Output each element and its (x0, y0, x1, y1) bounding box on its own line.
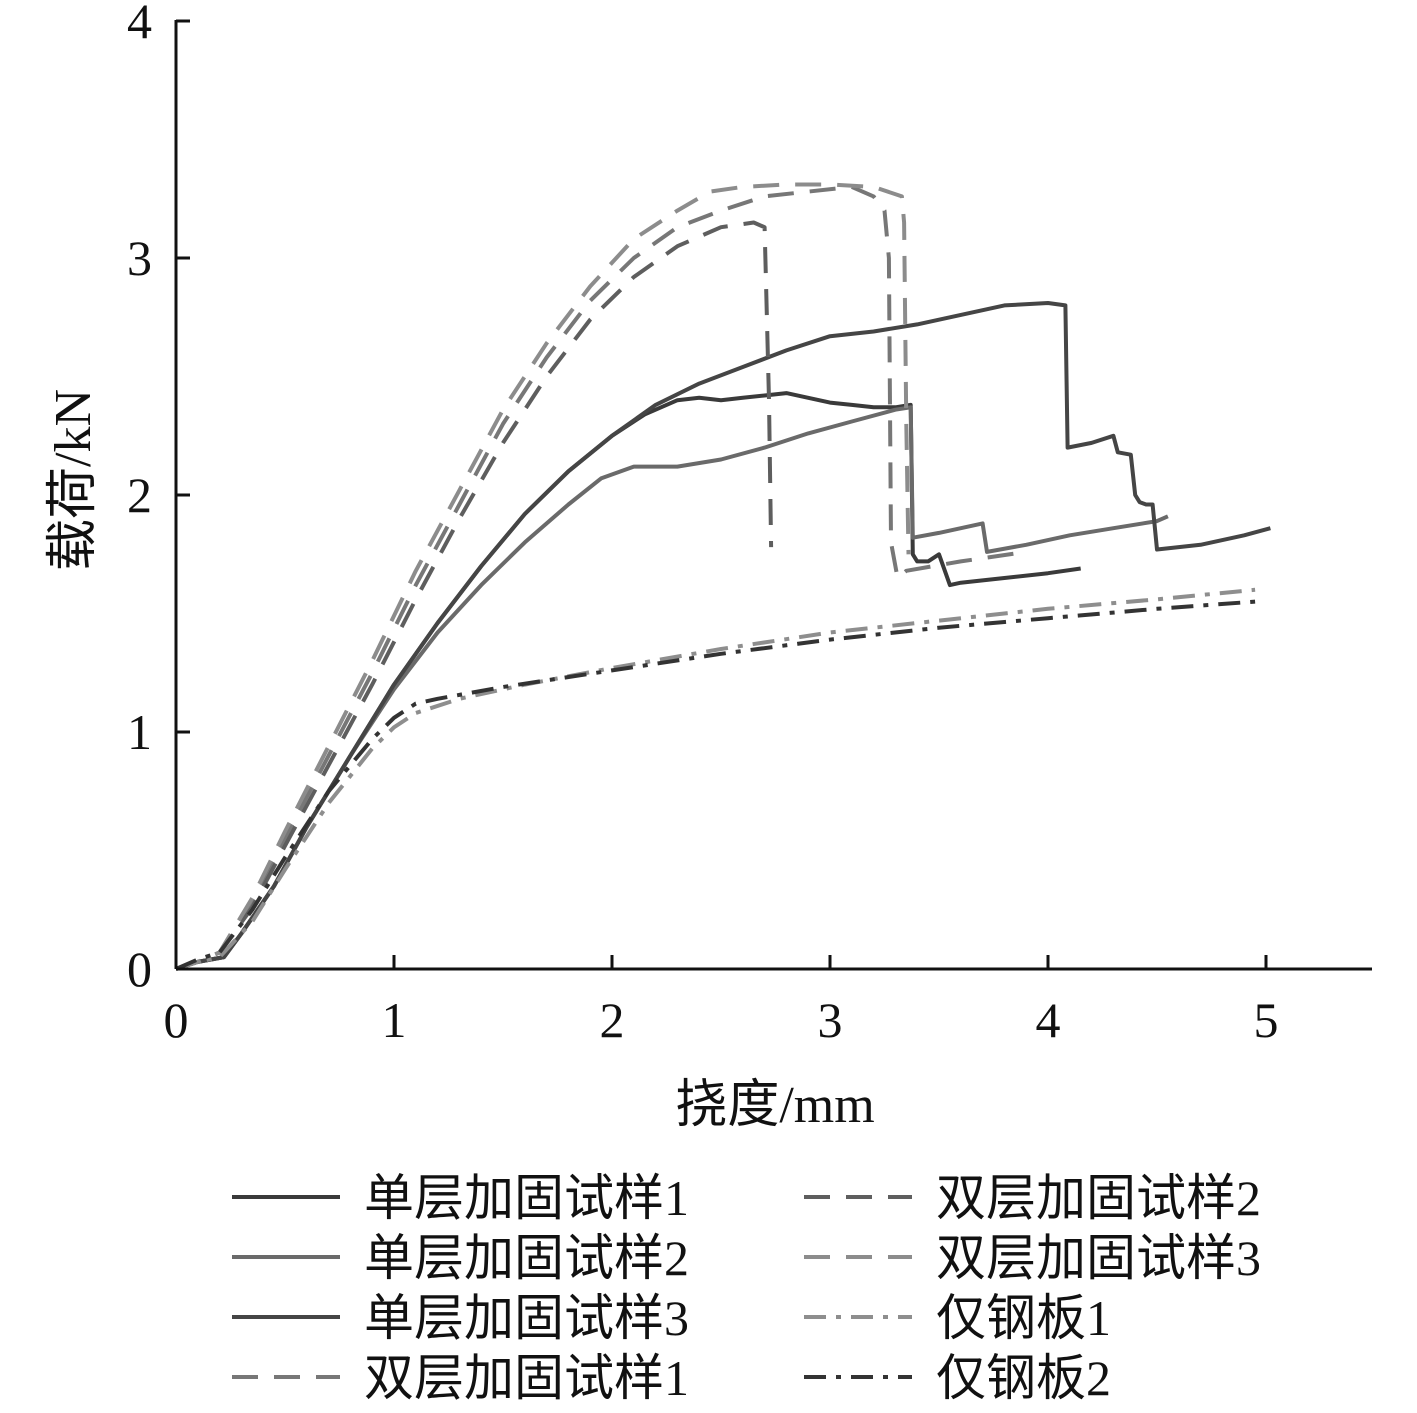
y-tick-label: 3 (127, 230, 152, 286)
legend-label-3: 单层加固试样3 (364, 1290, 689, 1346)
series-line-2 (175, 405, 1169, 971)
legend-label-4: 双层加固试样1 (364, 1350, 689, 1406)
x-tick-label: 1 (382, 992, 407, 1048)
y-tick-label: 4 (127, 0, 152, 49)
x-tick-label: 0 (164, 992, 189, 1048)
series-line-3 (175, 301, 1271, 971)
legend-label-2: 单层加固试样2 (364, 1230, 689, 1286)
series-line-8 (175, 599, 1256, 971)
y-tick-label: 1 (127, 704, 152, 760)
y-axis-label: 载荷/kN (45, 389, 102, 571)
legend-label-7: 仅钢板1 (936, 1290, 1111, 1346)
legend-label-5: 双层加固试样2 (936, 1170, 1261, 1226)
y-ticks: 0 1 2 3 4 (127, 0, 190, 997)
series-line-6 (175, 182, 911, 971)
x-tick-label: 4 (1036, 992, 1061, 1048)
x-ticks: 0 1 2 3 4 5 (164, 955, 1279, 1048)
plot-area (175, 182, 1271, 971)
y-tick-label: 2 (127, 467, 152, 523)
legend-label-8: 仅钢板2 (936, 1350, 1111, 1406)
series-line-7 (175, 587, 1256, 971)
series-line-4 (175, 184, 1027, 971)
x-tick-label: 2 (600, 992, 625, 1048)
legend-label-1: 单层加固试样1 (364, 1170, 689, 1226)
axes (174, 20, 1372, 971)
legend-label-6: 双层加固试样3 (936, 1230, 1261, 1286)
x-tick-label: 3 (818, 992, 843, 1048)
y-tick-label: 0 (127, 941, 152, 997)
series-line-1 (175, 391, 1081, 971)
x-tick-label: 5 (1254, 992, 1279, 1048)
x-axis-label: 挠度/mm (675, 1077, 874, 1134)
